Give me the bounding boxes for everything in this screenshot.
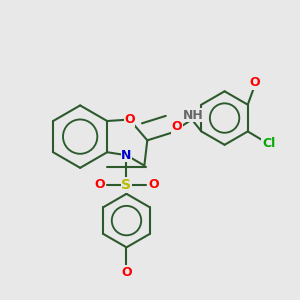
Text: O: O — [172, 121, 182, 134]
Text: NH: NH — [183, 109, 204, 122]
Text: S: S — [122, 178, 131, 192]
Text: O: O — [124, 113, 135, 126]
Text: O: O — [148, 178, 159, 191]
Text: O: O — [94, 178, 105, 191]
Text: O: O — [121, 266, 132, 279]
Text: N: N — [121, 149, 132, 162]
Text: Cl: Cl — [262, 137, 275, 150]
Text: O: O — [250, 76, 260, 89]
